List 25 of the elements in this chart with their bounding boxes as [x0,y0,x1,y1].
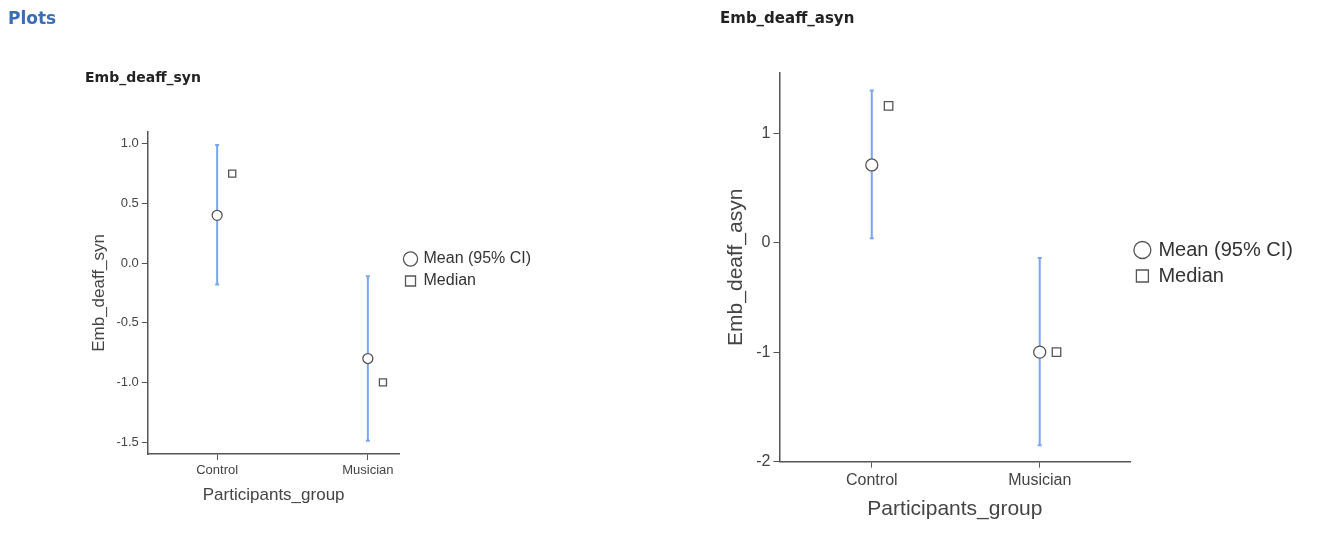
x-axis-title: Participants_group [867,496,1043,521]
x-tick-label: Musician [1008,470,1072,488]
text: Plots [8,8,57,28]
y-axis-title: Emb_deaff_syn [88,233,108,352]
y-tick-label: -1.0 [116,373,139,389]
legend-label: Median [1158,263,1236,286]
x-tick-label: Control [196,462,239,478]
y-tick-label: 0 [761,233,771,251]
y-tick-label: -1 [756,342,771,360]
y-axis-title: Emb_deaff_asyn [723,188,748,346]
chart-title: Emb_deaff_asyn [720,8,855,27]
y-tick-label: 1 [761,123,771,141]
legend-label: Median [423,271,485,289]
y-tick-label: 0.5 [120,194,139,210]
x-tick-label: Musician [342,462,394,478]
legend-label: Mean (95% CI) [1158,237,1304,260]
legend-label: Mean (95% CI) [423,249,540,267]
y-tick-label: 1.0 [120,135,139,151]
x-tick-label: Control [846,470,898,488]
chart-title: Emb_deaff_syn [85,69,201,87]
y-tick-label: -2 [756,452,771,470]
x-axis-title: Participants_group [202,485,345,505]
y-tick-label: -1.5 [116,433,139,449]
y-tick-label: -0.5 [116,314,139,330]
y-tick-label: 0.0 [120,254,139,270]
